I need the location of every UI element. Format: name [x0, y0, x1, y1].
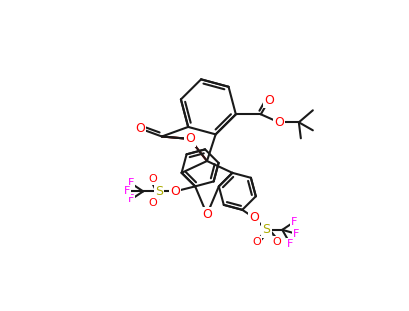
Text: O: O [249, 211, 259, 224]
Text: O: O [202, 208, 212, 221]
Text: S: S [155, 185, 163, 198]
Text: F: F [128, 179, 134, 188]
Text: O: O [170, 185, 180, 198]
Text: F: F [124, 186, 130, 196]
Text: O: O [185, 132, 195, 146]
Text: O: O [252, 237, 261, 247]
Text: F: F [128, 194, 134, 204]
Text: O: O [264, 94, 274, 107]
Text: F: F [293, 229, 299, 239]
Text: O: O [272, 237, 281, 247]
Text: O: O [135, 122, 145, 135]
Text: O: O [149, 198, 157, 208]
Text: O: O [274, 116, 284, 129]
Text: O: O [149, 174, 157, 184]
Text: F: F [287, 239, 294, 249]
Text: F: F [291, 217, 297, 227]
Text: S: S [262, 223, 270, 236]
